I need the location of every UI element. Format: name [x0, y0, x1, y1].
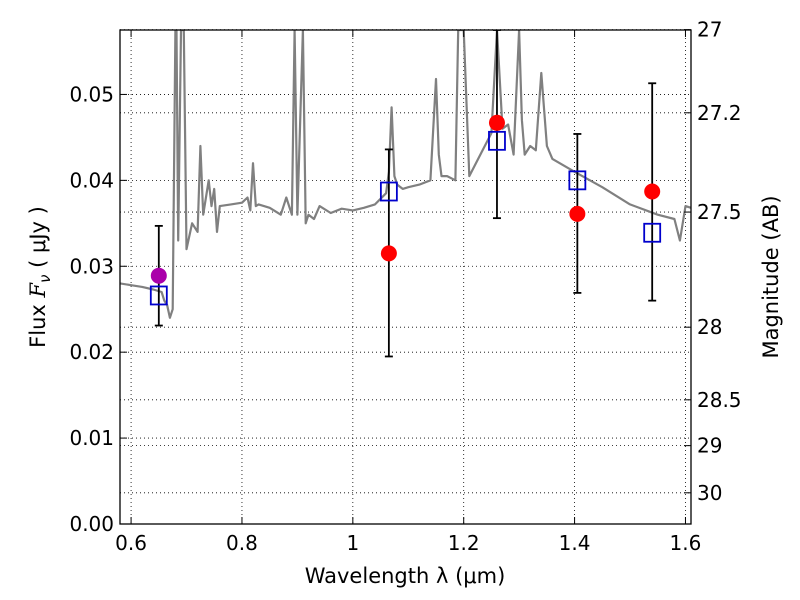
observed-circle-marker: [488, 114, 505, 131]
y-axis-label-prefix: Flux: [26, 298, 50, 348]
model-square-marker: [379, 181, 398, 202]
y2-tick-label: 27: [697, 18, 722, 42]
grid-lines: [120, 29, 691, 525]
y-tick-label: 0.03: [69, 254, 114, 278]
x-tick-label: 0.8: [226, 531, 258, 555]
observed-circle-marker: [644, 183, 661, 200]
plot-area: [120, 30, 691, 358]
y-tick-label: 0.05: [69, 82, 114, 106]
x-tick-label: 1: [346, 531, 359, 555]
y-axis-label-symbol: F: [26, 282, 50, 299]
y-tick-label: 0.02: [69, 340, 114, 364]
y-tick-label: 0.00: [69, 512, 114, 536]
y2-tick-label: 29: [697, 434, 722, 458]
observed-circle-marker: [150, 267, 167, 284]
model-square-marker: [488, 130, 506, 151]
y2-tick-label: 28.5: [697, 388, 742, 412]
y2-tick-label: 27.2: [697, 101, 742, 125]
y-axis-label: Flux Fν ( μJy ): [26, 206, 54, 348]
x-tick-label: 1.2: [448, 531, 480, 555]
y2-tick-label: 30: [697, 481, 722, 505]
y2-tick-label: 28: [697, 315, 722, 339]
model-square-marker: [568, 170, 587, 191]
y-tick-label: 0.04: [69, 168, 114, 192]
observed-circle-marker: [569, 205, 586, 222]
model-square-marker: [149, 285, 168, 306]
x-axis-label: Wavelength λ (μm): [305, 564, 506, 588]
y-axis-label-subscript: ν: [36, 275, 54, 283]
y2-axis-label: Magnitude (AB): [759, 195, 783, 358]
x-tick-label: 1.4: [559, 531, 591, 555]
y-axis-label-suffix: ( μJy ): [26, 206, 50, 274]
plot-frame: [119, 29, 692, 525]
spectrum-line: [120, 30, 691, 319]
axis-ticks: 0.6 0.8 1 1.2 1.4 1.6 0.00 0.01 0.02 0.03 0.04 0.05…: [69, 18, 741, 555]
observed-circle-marker: [380, 245, 397, 262]
x-tick-label: 1.6: [670, 531, 702, 555]
x-tick-label: 0.6: [115, 531, 147, 555]
y-tick-label: 0.01: [69, 426, 114, 450]
y2-tick-label: 27.5: [697, 200, 742, 224]
model-square-marker: [643, 222, 662, 243]
